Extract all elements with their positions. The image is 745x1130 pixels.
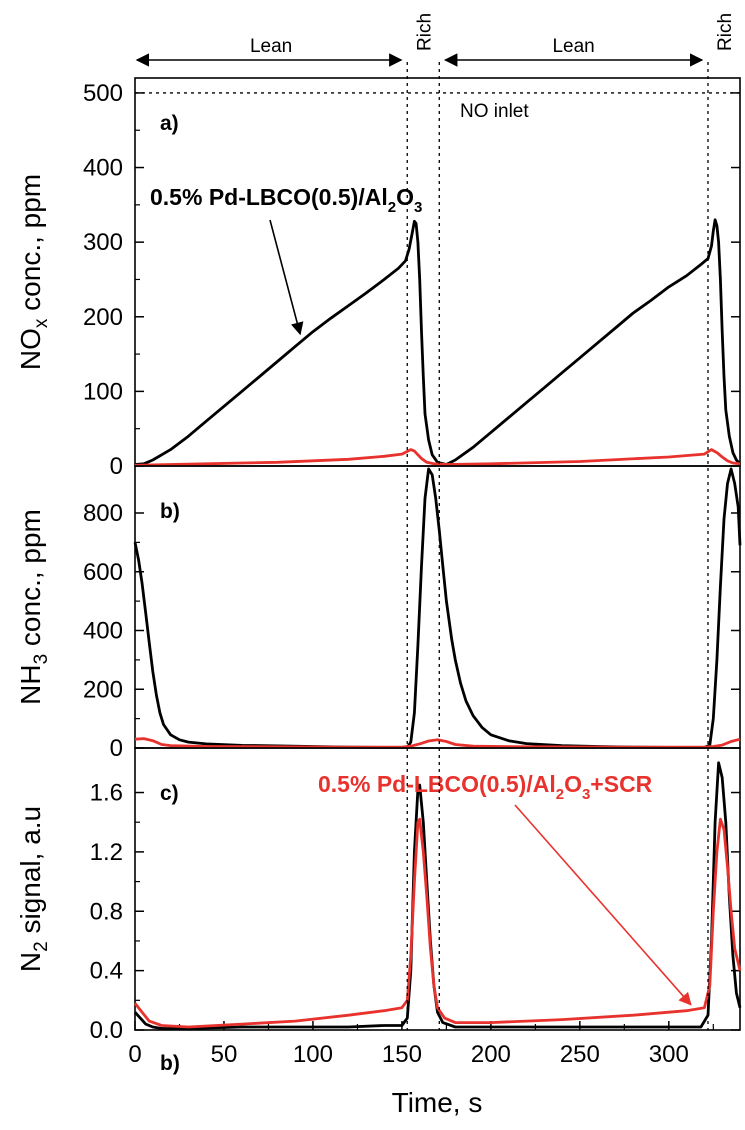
panel-b-ylabel: NH3 conc., ppm (15, 509, 52, 705)
panel-a-yticks: 0 100 200 300 400 500 (83, 80, 740, 480)
panel-b-ylabel-main: NH (15, 664, 46, 704)
panel-a-label: a) (160, 112, 179, 135)
panel-a-series (134, 218, 742, 467)
panel-b-ylabel-rest: conc., ppm (15, 509, 46, 654)
panel-c-yticks: 0.0 0.4 0.8 1.2 1.6 (90, 780, 740, 1044)
panel-c-series-black-line (133, 761, 742, 1030)
panel-a-ref-label: NO inlet (460, 101, 529, 122)
phase-header: Lean Rich Lean Rich (135, 13, 736, 67)
phase-label-lean-2: Lean (552, 36, 594, 57)
panel-c-ylabel: N2 signal, a.u (15, 806, 52, 972)
panel-a-annotation-sub1: 2 (388, 199, 396, 216)
panel-c-annotation-sub2: 3 (582, 786, 590, 803)
panel-b-ytick-label-1: 200 (83, 676, 123, 703)
panel-a-ytick-label-4: 400 (83, 155, 123, 182)
panel-b-ytick-label-2: 400 (83, 618, 123, 645)
panel-c-annotation-arrow (514, 804, 692, 1006)
panel-a-ylabel-main: NO (15, 328, 46, 370)
panel-c-annotation-post: +SCR (590, 771, 652, 797)
panel-b-ylabel-sub: 3 (31, 654, 52, 665)
panel-a: 0 100 200 300 400 500 a) NO inlet NOx conc., … (15, 77, 742, 480)
panel-a-ylabel-rest: conc., ppm (15, 174, 46, 319)
phase-label-rich-2: Rich (715, 13, 736, 51)
panel-c-ytick-label-0: 0.0 (90, 1017, 123, 1044)
panel-c-xticks: 0 50 100 150 200 250 300 (128, 1021, 714, 1068)
phase-label-rich-1: Rich (414, 13, 435, 51)
panel-a-ylabel: NOx conc., ppm (15, 174, 52, 370)
panel-b-series (133, 467, 742, 749)
panel-a-series-black-line (134, 218, 742, 466)
panel-c-annotation-mid: O (564, 771, 582, 797)
panel-c-ytick-label-2: 0.8 (90, 898, 123, 925)
panel-c-ytick-label-4: 1.6 (90, 780, 123, 807)
panel-c-xtick-label-5: 250 (560, 1041, 600, 1068)
panel-c-ylabel-main: N (15, 952, 46, 972)
panel-c-ytick-label-1: 0.4 (90, 958, 123, 985)
phase-dividers (406, 62, 709, 1030)
panel-a-annotation: 0.5% Pd-LBCO(0.5)/Al2O3 (150, 184, 422, 216)
panel-c-xtick-label-6: 300 (649, 1041, 689, 1068)
panel-c: 0.00.40.81.21.6 0 50 100 150 200 250 300 c) N2… (15, 747, 742, 1118)
panel-b-series-red-line (134, 737, 741, 749)
panel-c-annotation-sub1: 2 (556, 786, 564, 803)
panel-c-xtick-label-1: 50 (211, 1041, 238, 1068)
panel-a-frame (134, 77, 741, 467)
panel-a-ytick-label-0: 0 (110, 453, 123, 480)
panel-c-annotation: 0.5% Pd-LBCO(0.5)/Al2O3+SCR (318, 771, 653, 803)
panel-a-annotation-sub2: 3 (414, 199, 422, 216)
stray-panel-label: b) (160, 1052, 180, 1075)
panel-c-xtick-label-2: 100 (293, 1041, 333, 1068)
panel-b-ytick-label-0: 0 (110, 735, 123, 762)
panel-c-series (133, 761, 742, 1030)
panel-a-ytick-label-1: 100 (83, 378, 123, 405)
panel-c-ytick-label-3: 1.2 (90, 839, 123, 866)
x-axis-label: Time, s (392, 1087, 483, 1118)
panel-c-xtick-label-4: 200 (471, 1041, 511, 1068)
phase-label-lean-1: Lean (250, 36, 292, 57)
panel-a-annotation-pre: 0.5% Pd-LBCO(0.5)/Al (150, 184, 388, 210)
panel-c-ylabel-rest: signal, a.u (15, 806, 46, 941)
panel-a-annotation-mid: O (396, 184, 414, 210)
panel-b-ytick-label-3: 600 (83, 559, 123, 586)
panel-b-series-black-line (133, 467, 742, 749)
panel-b-yticks: 0 200 400 600 800 (83, 500, 740, 762)
panel-a-ytick-label-2: 200 (83, 304, 123, 331)
panel-c-series-red-line (133, 817, 742, 1029)
panel-a-ytick-label-5: 500 (83, 80, 123, 107)
panel-c-xtick-label-3: 150 (382, 1041, 422, 1068)
panel-c-xtick-label-0: 0 (128, 1041, 141, 1068)
panel-a-series-red-line (134, 448, 741, 467)
panel-b-ytick-label-4: 800 (83, 500, 123, 527)
panel-a-ylabel-sub: x (31, 318, 52, 328)
panel-b-label: b) (160, 500, 180, 523)
panel-c-label: c) (160, 782, 179, 805)
panel-b: 0 200 400 600 800 b) NH3 conc., ppm (15, 465, 742, 762)
panel-c-annotation-pre: 0.5% Pd-LBCO(0.5)/Al (318, 771, 556, 797)
panel-c-frame (134, 747, 741, 1031)
panel-c-ylabel-sub: 2 (31, 941, 52, 952)
panel-a-annotation-arrow (269, 219, 304, 336)
panel-a-ytick-label-3: 300 (83, 229, 123, 256)
